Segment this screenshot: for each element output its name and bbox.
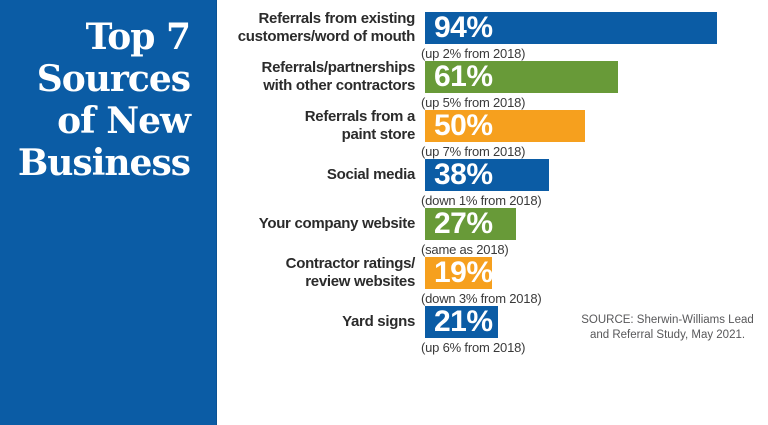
bar-label: Referrals from existing customers/word o… — [237, 10, 416, 45]
bar: 38% — [425, 158, 549, 191]
chart-rows: Referrals from existing customers/word o… — [217, 10, 768, 355]
bar-label: Yard signs — [342, 313, 415, 330]
chart-row: Yard signs 21% (up 6% from 2018) — [217, 304, 768, 355]
bar-caption: (same as 2018) — [421, 242, 509, 257]
page-title-line-2: Sources — [36, 58, 191, 100]
source-note-line-2: and Referral Study, May 2021. — [589, 329, 746, 341]
bar: 19% — [425, 256, 493, 289]
bar-value: 27% — [434, 207, 493, 240]
source-note-line-1: SOURCE: Sherwin-Williams Lead — [581, 314, 754, 326]
page-title-line-3: of New — [57, 100, 191, 142]
chart-row: Your company website 27% (same as 2018) — [217, 206, 768, 257]
bar-chart: Referrals from existing customers/word o… — [217, 10, 768, 415]
source-note: SOURCE: Sherwin-Williams Lead and Referr… — [570, 313, 765, 343]
bar: 21% — [425, 305, 498, 338]
bar-label: Your company website — [258, 215, 416, 232]
bar-value: 21% — [434, 305, 493, 338]
bar: 50% — [425, 109, 585, 142]
page-title: Top 7 Sources of New Business — [0, 16, 216, 184]
bar-label: Referrals from a paint store — [304, 108, 416, 143]
sidebar: Top 7 Sources of New Business — [0, 0, 217, 425]
bar-value: 19% — [434, 256, 493, 289]
chart-row: Referrals from existing customers/word o… — [217, 10, 768, 61]
page-title-line-1: Top 7 — [85, 16, 191, 58]
bar-value: 38% — [434, 158, 493, 191]
bar-caption: (up 5% from 2018) — [421, 95, 526, 110]
bar: 94% — [425, 11, 717, 44]
bar-label: Social media — [326, 166, 415, 183]
bar-caption: (up 2% from 2018) — [421, 46, 526, 61]
bar-value: 50% — [434, 109, 493, 142]
chart-row: Social media 38% (down 1% from 2018) — [217, 157, 768, 208]
bar-caption: (up 7% from 2018) — [421, 144, 526, 159]
bar: 27% — [425, 207, 516, 240]
bar-caption: (down 3% from 2018) — [421, 291, 542, 306]
page-title-line-4: Business — [17, 142, 191, 184]
bar: 61% — [425, 60, 618, 93]
bar-caption: (down 1% from 2018) — [421, 193, 542, 208]
chart-row: Referrals/partnerships with other contra… — [217, 59, 768, 110]
bar-label: Referrals/partnerships with other contra… — [261, 59, 416, 94]
bar-label: Contractor ratings/ review websites — [285, 255, 416, 290]
bar-value: 61% — [434, 60, 493, 93]
bar-caption: (up 6% from 2018) — [421, 340, 526, 355]
bar-value: 94% — [434, 11, 493, 44]
chart-row: Referrals from a paint store 50% (up 7% … — [217, 108, 768, 159]
chart-row: Contractor ratings/ review websites 19% … — [217, 255, 768, 306]
